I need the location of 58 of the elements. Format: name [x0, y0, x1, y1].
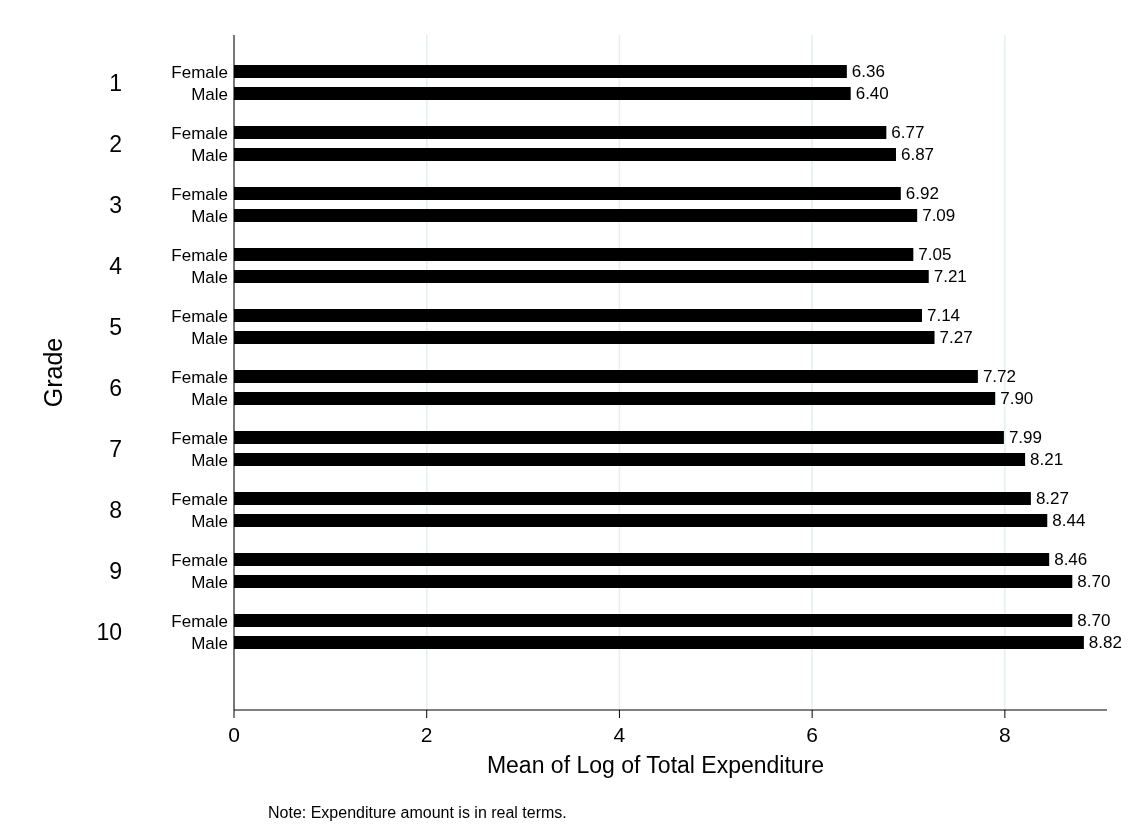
- text: Male: [191, 572, 228, 592]
- data-label: 8.44: [1052, 510, 1086, 530]
- text: Female: [171, 306, 228, 326]
- text: Note: Expenditure amount is in real terms.: [268, 804, 567, 821]
- data-label: 6.40: [855, 83, 889, 103]
- data-label: 8.70: [1077, 571, 1111, 591]
- data-label: 6.77: [891, 122, 925, 142]
- data-label: 6.87: [900, 144, 935, 164]
- x-axis-title: Mean of Log of Total Expenditure: [486, 752, 825, 778]
- text: Female: [171, 428, 228, 448]
- y-tick-label: 3: [109, 191, 122, 218]
- data-label: 8.82: [1088, 632, 1122, 652]
- data-label: 8.27: [1035, 488, 1069, 508]
- data-label: 7.99: [1008, 427, 1042, 447]
- text: Male: [191, 145, 228, 165]
- text: Female: [171, 184, 228, 204]
- y-tick-label: 6: [109, 374, 122, 401]
- data-label: 8.46: [1054, 549, 1088, 569]
- data-label: 8.21: [1030, 449, 1064, 469]
- data-label: 7.14: [926, 305, 961, 325]
- x-tick-label: 8: [999, 723, 1011, 746]
- y-tick-label: 2: [109, 130, 122, 157]
- data-label: 7.09: [922, 205, 956, 225]
- x-tick-label: 2: [420, 723, 433, 746]
- text: Male: [191, 206, 228, 226]
- data-label: 7.27: [939, 327, 973, 347]
- y-tick-label: 4: [109, 252, 123, 279]
- text: Female: [171, 245, 228, 265]
- text: Male: [191, 389, 228, 409]
- y-tick-label: 7: [109, 435, 122, 462]
- series-label: Female: [171, 62, 228, 82]
- text: Female: [171, 123, 228, 143]
- data-label: 7.21: [933, 266, 967, 286]
- data-label: 7.72: [982, 366, 1016, 386]
- text: Female: [171, 611, 228, 631]
- text: Female: [171, 367, 228, 387]
- y-tick-label: 8: [109, 496, 122, 523]
- text: Female: [171, 550, 228, 570]
- y-tick-label: 5: [109, 313, 122, 340]
- text: Male: [191, 450, 228, 470]
- data-label: 6.92: [905, 183, 939, 203]
- text: Female: [171, 489, 228, 509]
- x-tick-label: 0: [228, 723, 240, 746]
- x-tick-label: 4: [613, 723, 626, 746]
- text: Male: [191, 633, 228, 653]
- data-label: 8.70: [1077, 610, 1111, 630]
- data-label: 7.05: [918, 244, 952, 264]
- text: Male: [191, 328, 228, 348]
- y-tick-label: 9: [109, 557, 122, 584]
- y-tick-label: 1: [109, 69, 122, 96]
- series-label: Male: [191, 84, 228, 104]
- text: Male: [191, 267, 228, 287]
- data-label: 7.90: [1000, 388, 1034, 408]
- data-label: 6.36: [851, 61, 885, 81]
- text: Male: [191, 511, 228, 531]
- x-tick-label: 6: [806, 723, 818, 746]
- y-axis-title: Grade: [39, 337, 67, 408]
- y-tick-label: 10: [96, 618, 122, 645]
